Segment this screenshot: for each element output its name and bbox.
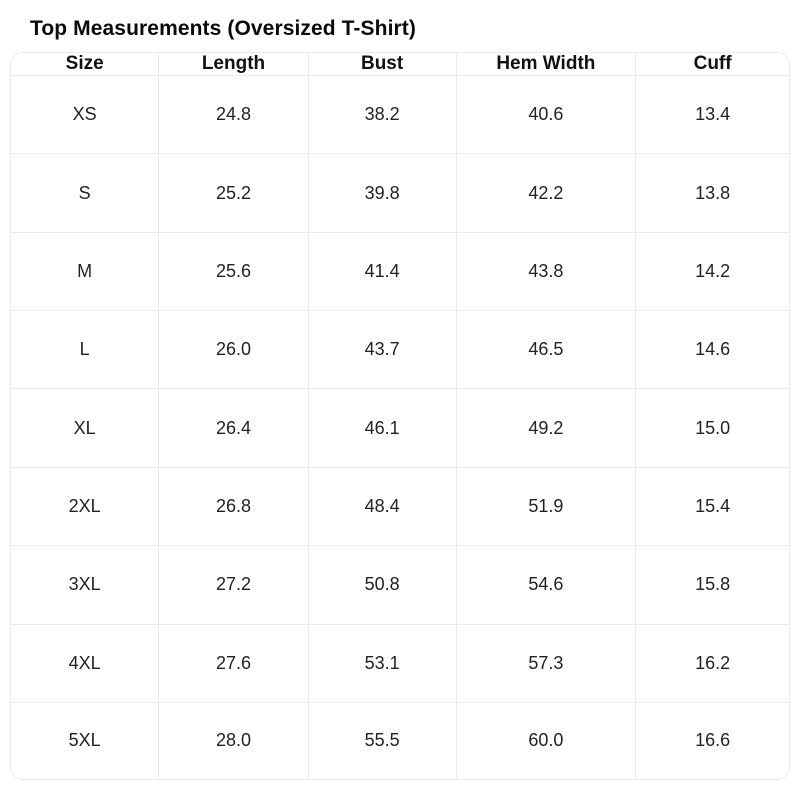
measurement-cell: 57.3 [455,623,637,703]
measurement-cell: 43.7 [307,310,457,390]
page-title: Top Measurements (Oversized T-Shirt) [30,17,416,40]
measurements-table: Size Length Bust Hem Width Cuff XS 24.8 38.2 40… [11,53,789,779]
column-header-length: Length [158,53,309,76]
measurement-cell: 14.6 [635,310,789,390]
measurement-cell: 55.5 [307,701,457,779]
size-label-cell: S [11,153,160,233]
column-header-cuff: Cuff [635,53,789,76]
size-label-cell: XL [11,388,160,468]
table-row-xl: XL 26.4 46.1 49.2 15.0 [11,388,789,468]
size-label-cell: L [11,310,160,390]
measurement-cell: 16.2 [635,623,789,703]
measurement-cell: 49.2 [455,388,637,468]
measurement-cell: 41.4 [307,231,457,312]
measurement-cell: 39.8 [307,153,457,233]
size-label-cell: M [11,231,160,312]
measurement-cell: 43.8 [455,231,637,312]
measurement-cell: 60.0 [455,701,637,779]
measurement-cell: 25.6 [158,231,309,312]
size-label-cell: 4XL [11,623,160,703]
measurement-cell: 15.8 [635,545,789,625]
measurement-cell: 26.8 [158,466,309,547]
measurement-cell: 46.5 [455,310,637,390]
table-row-m: M 25.6 41.4 43.8 14.2 [11,231,789,312]
table-header-row: Size Length Bust Hem Width Cuff [11,53,789,76]
column-header-hem-width: Hem Width [455,53,637,76]
table-row-4xl: 4XL 27.6 53.1 57.3 16.2 [11,623,789,703]
measurement-cell: 13.8 [635,153,789,233]
column-header-bust: Bust [307,53,457,76]
measurement-cell: 16.6 [635,701,789,779]
size-label-cell: 3XL [11,545,160,625]
measurement-cell: 27.6 [158,623,309,703]
measurement-cell: 24.8 [158,74,309,155]
size-label-cell: 5XL [11,701,160,779]
measurement-cell: 48.4 [307,466,457,547]
measurement-cell: 15.4 [635,466,789,547]
table-row-s: S 25.2 39.8 42.2 13.8 [11,153,789,233]
measurement-cell: 53.1 [307,623,457,703]
table-row-3xl: 3XL 27.2 50.8 54.6 15.8 [11,545,789,625]
measurement-cell: 14.2 [635,231,789,312]
measurement-cell: 42.2 [455,153,637,233]
size-label-cell: 2XL [11,466,160,547]
measurement-cell: 51.9 [455,466,637,547]
size-label-cell: XS [11,74,160,155]
measurement-cell: 28.0 [158,701,309,779]
table-row-5xl: 5XL 28.0 55.5 60.0 16.6 [11,701,789,779]
column-header-size: Size [11,53,160,76]
measurement-cell: 40.6 [455,74,637,155]
measurements-table-container: Size Length Bust Hem Width Cuff XS 24.8 38.2 40… [10,52,790,780]
table-row-l: L 26.0 43.7 46.5 14.6 [11,310,789,390]
measurement-cell: 54.6 [455,545,637,625]
measurement-cell: 26.4 [158,388,309,468]
measurement-cell: 13.4 [635,74,789,155]
measurement-cell: 38.2 [307,74,457,155]
measurement-cell: 50.8 [307,545,457,625]
table-row-xs: XS 24.8 38.2 40.6 13.4 [11,74,789,155]
table-row-2xl: 2XL 26.8 48.4 51.9 15.4 [11,466,789,547]
measurement-cell: 15.0 [635,388,789,468]
measurement-cell: 26.0 [158,310,309,390]
measurement-cell: 25.2 [158,153,309,233]
measurement-cell: 27.2 [158,545,309,625]
measurement-cell: 46.1 [307,388,457,468]
